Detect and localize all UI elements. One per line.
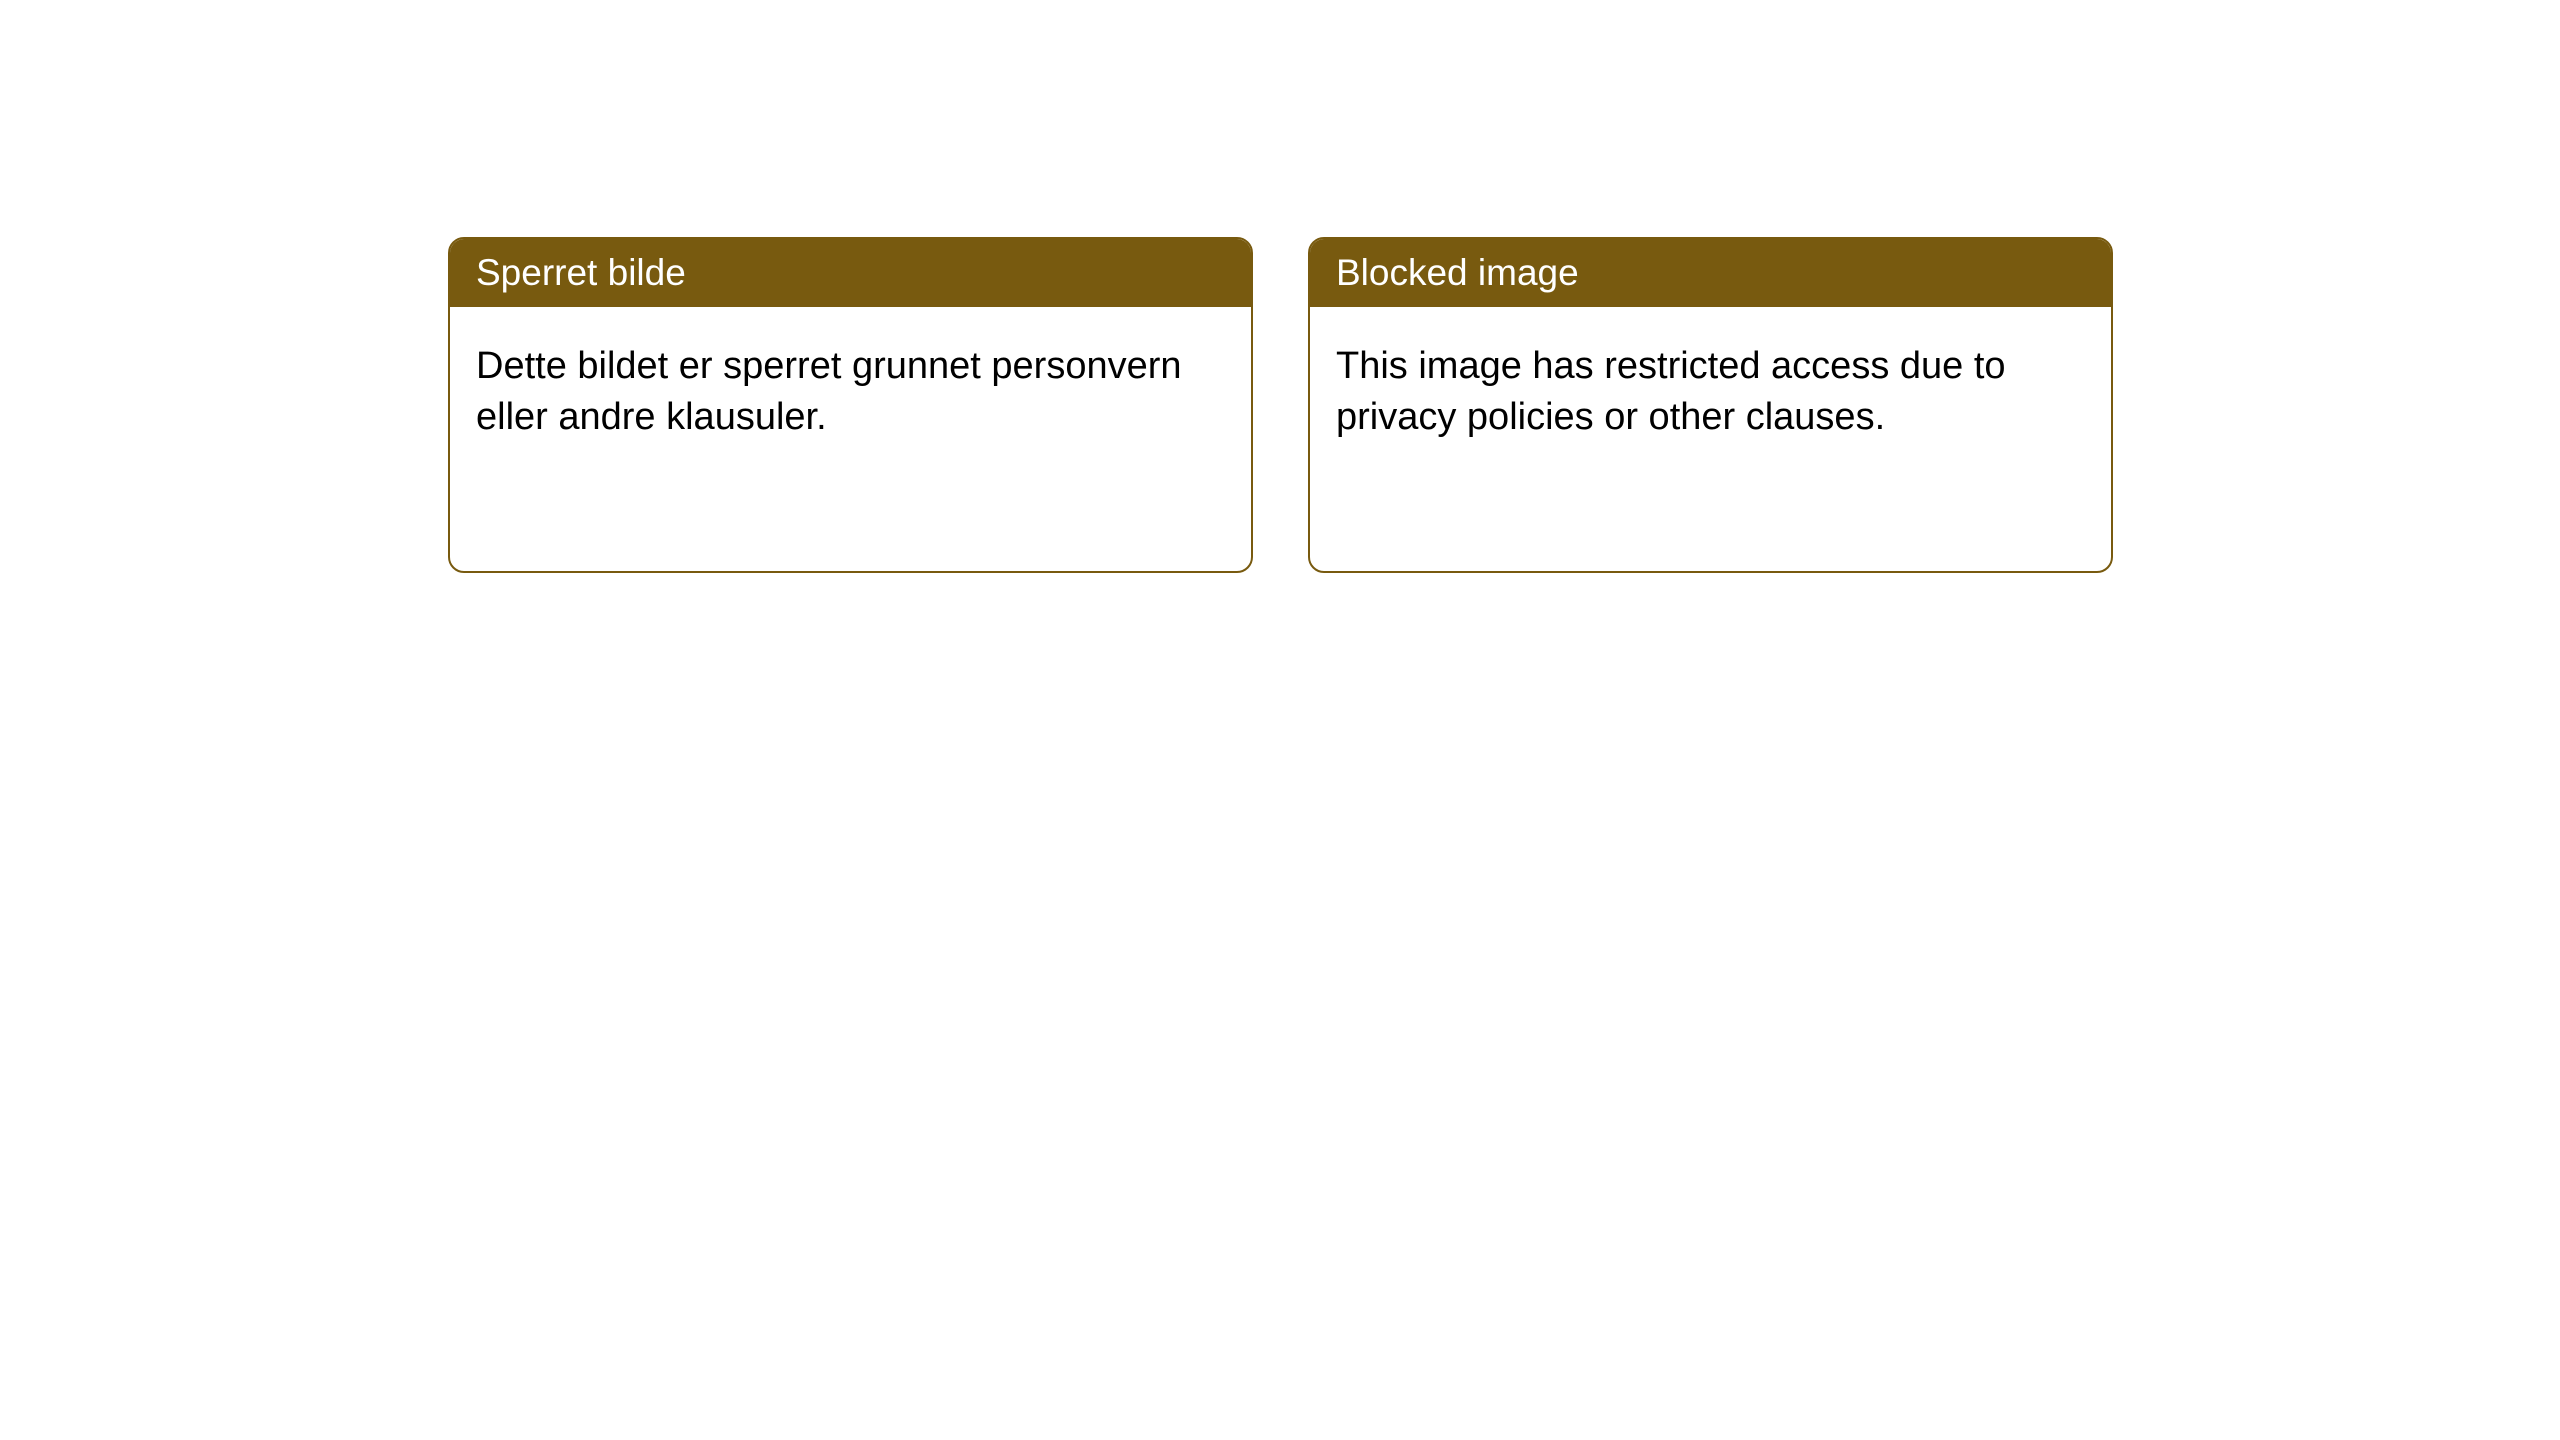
card-body-text: This image has restricted access due to …: [1336, 345, 2006, 438]
card-body-text: Dette bildet er sperret grunnet personve…: [476, 345, 1182, 438]
notice-card-english: Blocked image This image has restricted …: [1308, 237, 2113, 573]
notice-card-norwegian: Sperret bilde Dette bildet er sperret gr…: [448, 237, 1253, 573]
card-body: Dette bildet er sperret grunnet personve…: [450, 307, 1251, 470]
card-title: Sperret bilde: [476, 252, 686, 293]
card-header: Sperret bilde: [450, 239, 1251, 307]
notice-cards-container: Sperret bilde Dette bildet er sperret gr…: [0, 0, 2560, 573]
card-header: Blocked image: [1310, 239, 2111, 307]
card-title: Blocked image: [1336, 252, 1579, 293]
card-body: This image has restricted access due to …: [1310, 307, 2111, 470]
